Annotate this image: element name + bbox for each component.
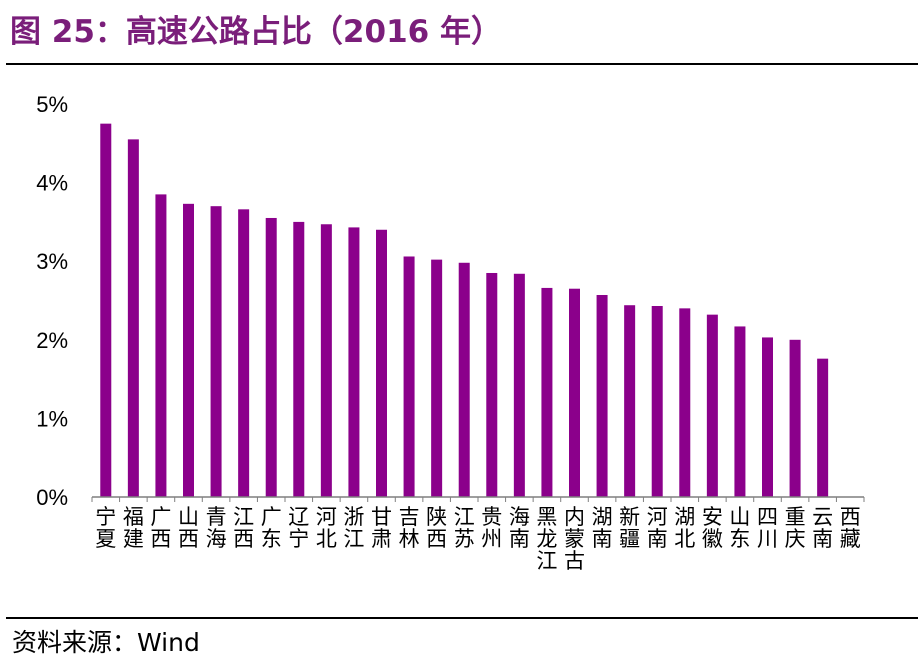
- x-tick-label: 贵州: [481, 505, 502, 551]
- x-tick-label: 黑龙江: [536, 505, 557, 573]
- x-tick-label: 青海: [206, 505, 227, 551]
- x-tick-label: 山东: [729, 505, 750, 551]
- bar: [265, 217, 277, 497]
- y-axis: 0% 1% 2% 3% 4% 5%: [36, 92, 68, 510]
- x-tick-label: 广西: [150, 505, 171, 551]
- y-tick-label: 4%: [36, 171, 68, 196]
- bar: [706, 314, 718, 497]
- x-tick-label: 江西: [233, 505, 254, 551]
- x-tick-label: 内蒙古: [564, 505, 585, 573]
- title-divider: [6, 63, 918, 65]
- x-tick-label: 陕西: [426, 505, 447, 551]
- bar: [651, 306, 663, 497]
- bar: [127, 139, 139, 497]
- x-tick-label: 湖南: [592, 505, 613, 551]
- bar: [320, 224, 332, 497]
- bar: [789, 339, 801, 497]
- bar: [624, 305, 636, 497]
- y-tick-label: 1%: [36, 406, 68, 431]
- bar: [376, 229, 387, 497]
- x-tick-label: 云南: [812, 505, 833, 551]
- x-tick-label: 重庆: [785, 505, 806, 551]
- x-tick-label: 福建: [123, 505, 144, 551]
- bar: [155, 194, 167, 497]
- x-tick-label: 湖北: [674, 505, 695, 551]
- page-title: 图 25：高速公路占比（2016 年）: [10, 14, 503, 50]
- x-tick-label: 吉林: [399, 505, 420, 551]
- source-note: 资料来源：Wind: [12, 628, 200, 657]
- x-tick-label: 浙江: [343, 505, 364, 551]
- x-axis: 宁夏福建广西山西青海江西广东辽宁河北浙江甘肃吉林陕西江苏贵州海南黑龙江内蒙古湖南…: [91, 496, 865, 573]
- y-tick-label: 0%: [36, 485, 68, 510]
- bar-series: [100, 123, 829, 498]
- x-tick-label: 江苏: [454, 505, 475, 551]
- x-tick-label: 新疆: [619, 505, 640, 551]
- x-tick-label: 辽宁: [288, 505, 309, 551]
- x-tick-label: 安徽: [702, 505, 723, 551]
- bar: [734, 326, 746, 497]
- bar: [100, 123, 112, 498]
- bar: [486, 272, 498, 497]
- y-tick-label: 5%: [36, 92, 68, 117]
- bar: [183, 203, 194, 497]
- bar: [238, 209, 250, 497]
- bar: [679, 308, 691, 497]
- x-tick-label: 四川: [757, 505, 778, 551]
- bar: [541, 287, 553, 497]
- x-tick-label: 甘肃: [371, 505, 392, 551]
- bar: [403, 256, 415, 497]
- bar: [762, 337, 773, 497]
- x-tick-label: 河北: [316, 505, 337, 551]
- bar: [513, 273, 525, 497]
- y-tick-label: 3%: [36, 249, 68, 274]
- bar: [458, 262, 470, 497]
- bar: [293, 221, 305, 497]
- x-tick-label: 河南: [647, 505, 668, 551]
- x-tick-label: 西藏: [840, 505, 861, 551]
- x-tick-label: 山西: [178, 505, 199, 551]
- bar: [210, 206, 222, 497]
- bar: [431, 259, 443, 497]
- x-tick-label: 海南: [509, 505, 530, 551]
- footer-divider: [6, 617, 918, 619]
- y-tick-label: 2%: [36, 328, 68, 353]
- x-tick-label: 广东: [261, 505, 282, 551]
- bar: [596, 294, 608, 497]
- bar: [569, 288, 580, 497]
- bar: [348, 227, 360, 498]
- bar-chart: 0% 1% 2% 3% 4% 5% 宁夏福建广西山西青海江西广东辽宁河北浙江甘肃吉林陕西江…: [36, 92, 865, 573]
- bar: [817, 358, 829, 497]
- x-tick-label: 宁夏: [95, 505, 116, 551]
